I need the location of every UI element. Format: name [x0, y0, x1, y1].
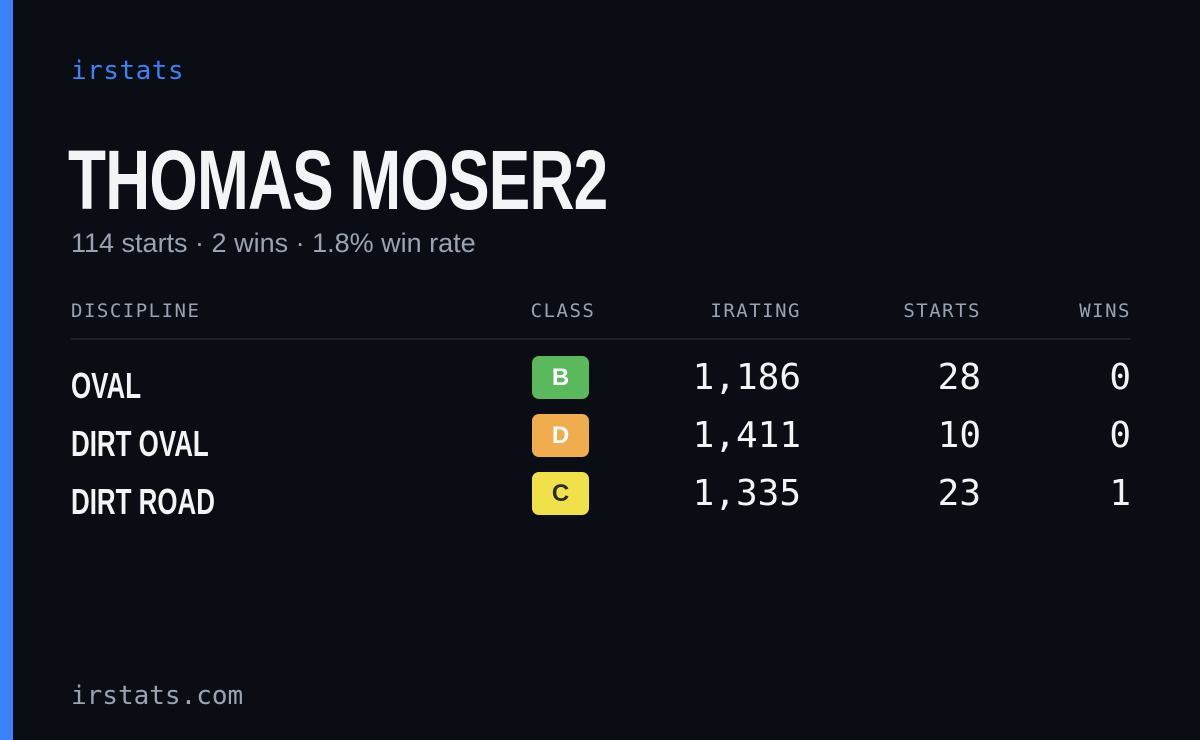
- starts-value: 23: [937, 473, 981, 514]
- discipline-name: DIRT ROAD: [71, 481, 215, 522]
- table-row: DIRT OVAL D 1,411 10 0: [71, 412, 1131, 470]
- header-irating: IRATING: [710, 300, 801, 322]
- irating-value: 1,411: [692, 415, 801, 456]
- irating-value: 1,186: [692, 357, 801, 398]
- header-starts: STARTS: [903, 300, 981, 322]
- footer-domain[interactable]: irstats.com: [71, 681, 244, 711]
- discipline-name: DIRT OVAL: [71, 423, 209, 464]
- header-discipline: DISCIPLINE: [71, 300, 201, 322]
- starts-value: 28: [937, 357, 981, 398]
- wins-value: 0: [1109, 415, 1131, 456]
- accent-bar: [0, 0, 13, 740]
- class-badge: B: [532, 356, 589, 399]
- irating-value: 1,335: [692, 473, 801, 514]
- header-class: CLASS: [530, 300, 596, 322]
- header-wins: WINS: [1079, 300, 1131, 322]
- driver-summary: 114 starts · 2 wins · 1.8% win rate: [71, 228, 476, 258]
- table-row: OVAL B 1,186 28 0: [71, 354, 1131, 412]
- driver-name: THOMAS MOSER2: [68, 133, 608, 227]
- table-header: DISCIPLINE CLASS IRATING STARTS WINS: [71, 296, 1131, 340]
- table-body: OVAL B 1,186 28 0 DIRT OVAL D 1,411 10 0…: [71, 340, 1131, 528]
- stats-table: DISCIPLINE CLASS IRATING STARTS WINS OVA…: [71, 296, 1131, 528]
- class-badge: C: [532, 472, 589, 515]
- brand-logo-text[interactable]: irstats: [71, 56, 185, 86]
- table-row: DIRT ROAD C 1,335 23 1: [71, 470, 1131, 528]
- starts-value: 10: [937, 415, 981, 456]
- discipline-name: OVAL: [71, 365, 142, 406]
- class-badge: D: [532, 414, 589, 457]
- wins-value: 0: [1109, 357, 1131, 398]
- wins-value: 1: [1109, 473, 1131, 514]
